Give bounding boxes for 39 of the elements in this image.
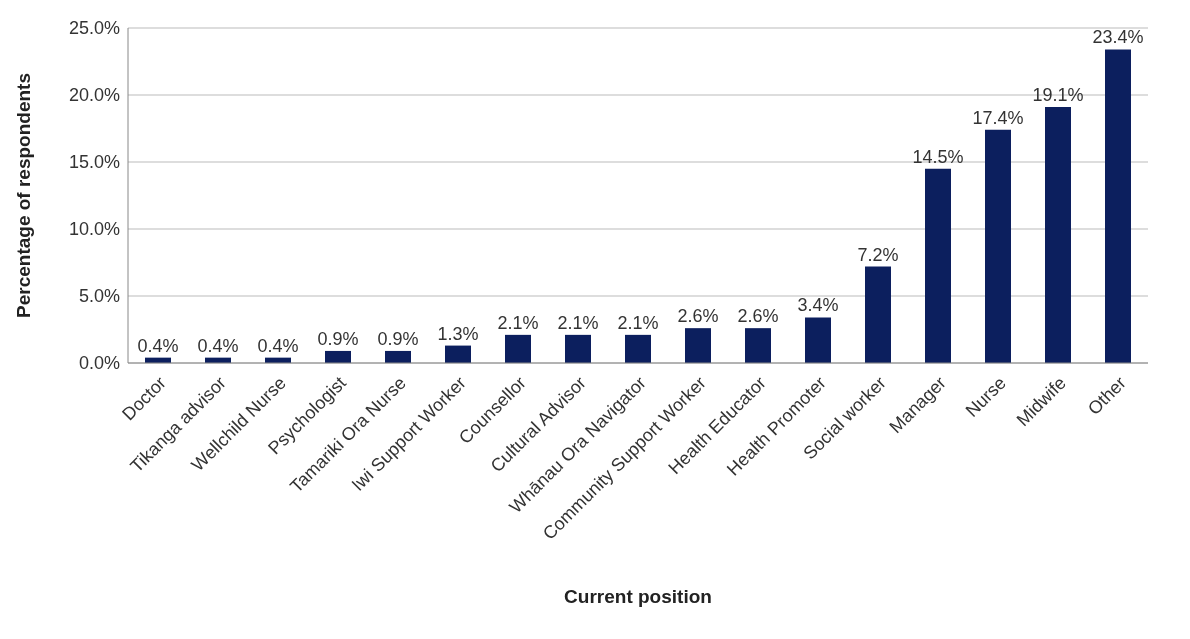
bar — [445, 345, 471, 363]
bar — [565, 334, 591, 363]
y-tick-label: 15.0% — [68, 152, 120, 173]
y-tick-label: 20.0% — [68, 85, 120, 106]
bar — [1045, 107, 1071, 363]
bar — [505, 334, 531, 363]
data-label: 2.1% — [557, 312, 599, 333]
data-label: 7.2% — [857, 244, 899, 265]
y-tick-label: 0.0% — [78, 353, 120, 374]
bar — [625, 334, 651, 363]
data-label: 2.1% — [497, 312, 539, 333]
bar — [1105, 49, 1131, 363]
y-axis-title: Percentage of respondents — [12, 73, 34, 318]
y-tick-label: 10.0% — [68, 219, 120, 240]
data-label: 23.4% — [1092, 27, 1144, 48]
data-label: 2.1% — [617, 312, 659, 333]
data-label: 0.9% — [317, 328, 359, 349]
data-label: 1.3% — [437, 323, 479, 344]
data-label: 0.9% — [377, 328, 419, 349]
data-label: 2.6% — [737, 306, 779, 327]
bar — [685, 328, 711, 363]
data-label: 0.4% — [137, 335, 179, 356]
y-tick-label: 25.0% — [68, 18, 120, 39]
bar — [385, 350, 411, 363]
data-label: 14.5% — [912, 146, 964, 167]
bar — [865, 266, 891, 363]
bar — [805, 317, 831, 363]
bar — [985, 129, 1011, 363]
data-label: 17.4% — [972, 107, 1024, 128]
data-label: 2.6% — [677, 306, 719, 327]
bar — [325, 350, 351, 363]
data-label: 0.4% — [197, 335, 239, 356]
data-label: 3.4% — [797, 295, 839, 316]
data-label: 0.4% — [257, 335, 299, 356]
data-label: 19.1% — [1032, 85, 1084, 106]
bar — [925, 168, 951, 363]
y-tick-label: 5.0% — [78, 286, 120, 307]
bar — [745, 328, 771, 363]
x-axis-title: Current position — [564, 586, 712, 607]
